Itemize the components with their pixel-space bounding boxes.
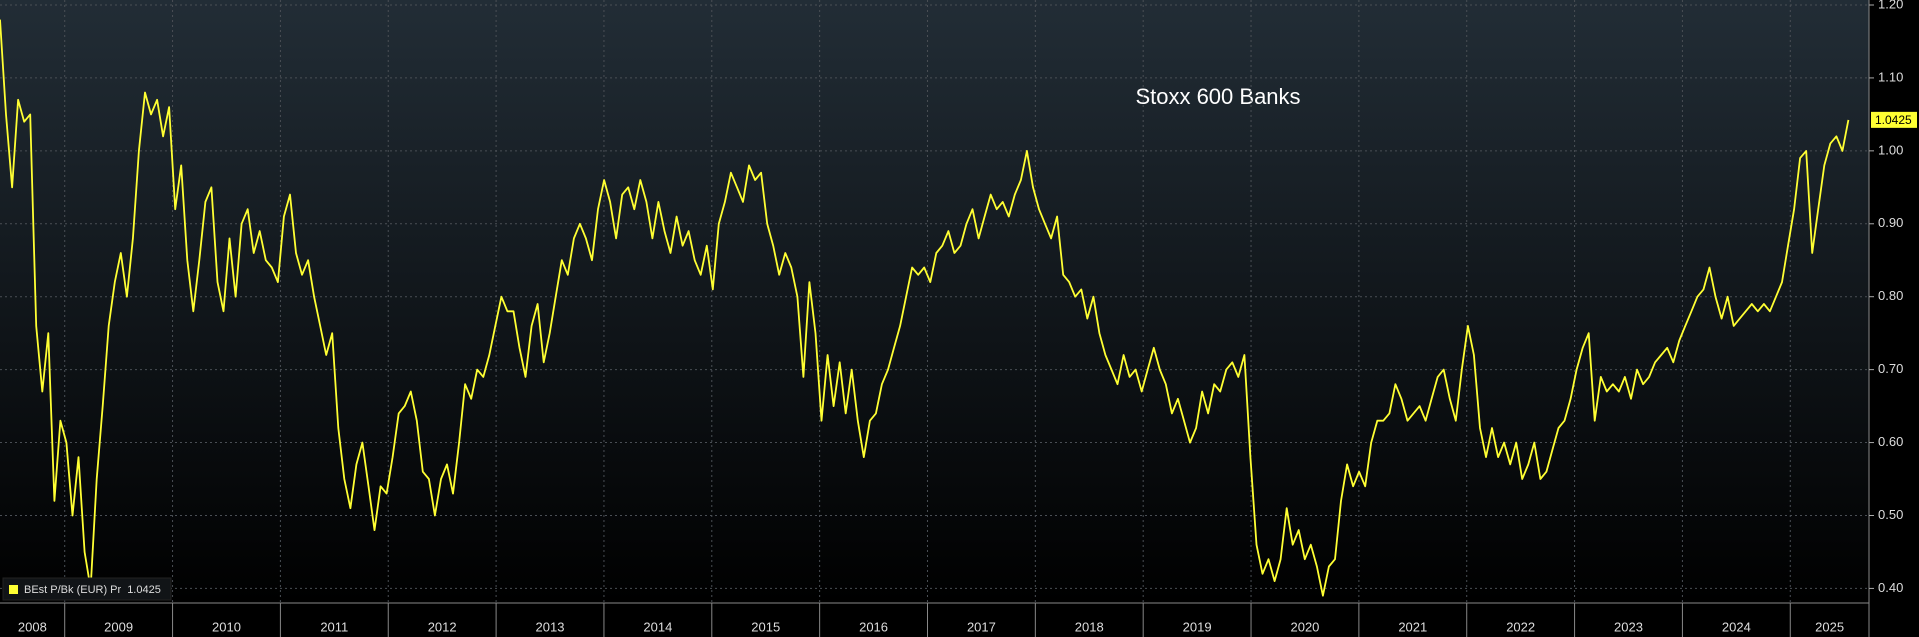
legend-value: 1.0425 xyxy=(127,584,161,596)
x-tick-label: 2018 xyxy=(1075,619,1104,634)
legend-box xyxy=(2,577,172,601)
plot-background xyxy=(0,0,1869,603)
legend-label: BEst P/Bk (EUR) Pr 1.0425 xyxy=(24,584,161,596)
y-tick-label: 0.70 xyxy=(1878,361,1903,376)
x-tick-label: 2009 xyxy=(104,619,133,634)
x-tick-label: 2008 xyxy=(18,619,47,634)
x-tick-label: 2019 xyxy=(1183,619,1212,634)
data-line xyxy=(0,19,1850,597)
y-tick-label: 0.60 xyxy=(1878,434,1903,449)
x-tick-label: 2022 xyxy=(1506,619,1535,634)
x-tick-label: 2012 xyxy=(428,619,457,634)
x-axis-band xyxy=(0,603,1919,637)
y-tick-label: 0.50 xyxy=(1878,507,1903,522)
y-tick-label: 1.10 xyxy=(1878,69,1903,84)
x-tick-label: 2013 xyxy=(536,619,565,634)
last-value-label: 1.0425 xyxy=(1875,113,1912,127)
y-tick-label: 0.80 xyxy=(1878,288,1903,303)
y-tick-label: 1.20 xyxy=(1878,0,1903,11)
x-tick-label: 2015 xyxy=(751,619,780,634)
chart-title: Stoxx 600 Banks xyxy=(1135,84,1300,109)
x-tick-label: 2021 xyxy=(1398,619,1427,634)
x-tick-label: 2017 xyxy=(967,619,996,634)
x-tick-label: 2014 xyxy=(643,619,672,634)
y-tick-label: 0.40 xyxy=(1878,580,1903,595)
x-tick-label: 2025 xyxy=(1815,619,1844,634)
x-tick-label: 2011 xyxy=(320,619,348,634)
y-tick-label: 0.90 xyxy=(1878,215,1903,230)
y-tick-label: 1.00 xyxy=(1878,142,1903,157)
x-tick-label: 2020 xyxy=(1290,619,1319,634)
x-tick-label: 2024 xyxy=(1722,619,1751,634)
last-value-tag xyxy=(1871,111,1917,128)
x-tick-label: 2023 xyxy=(1614,619,1643,634)
x-tick-label: 2016 xyxy=(859,619,888,634)
x-tick-label: 2010 xyxy=(212,619,241,634)
legend-name: BEst P/Bk (EUR) Pr xyxy=(24,584,122,596)
legend-swatch xyxy=(9,585,18,594)
